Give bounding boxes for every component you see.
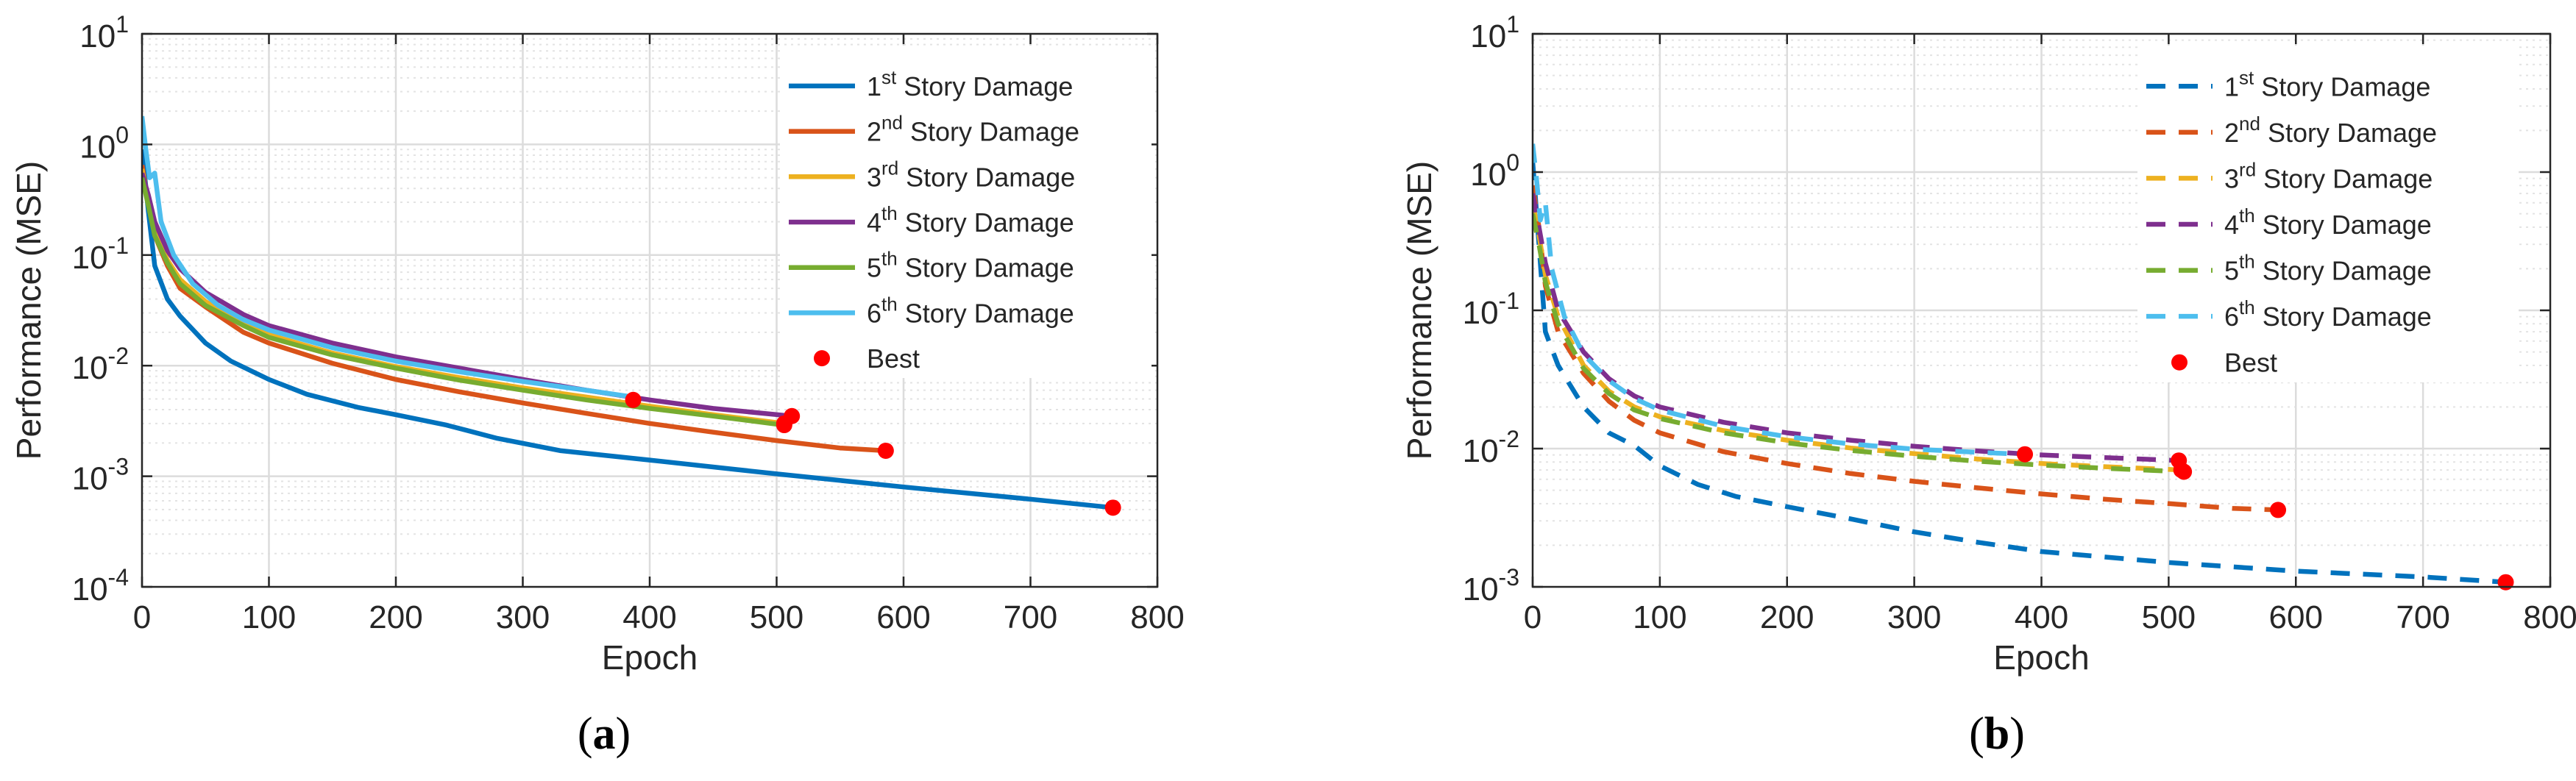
- x-tick-label: 100: [1633, 599, 1686, 635]
- legend-label-1: 1st Story Damage: [867, 66, 1073, 101]
- x-tick-label: 700: [1004, 599, 1057, 635]
- legend: 1st Story Damage 2nd Story Damage 3rd Stor…: [780, 46, 1152, 378]
- panel-caption: (b): [1969, 709, 2025, 759]
- series-line-6: [1533, 143, 2026, 457]
- series-line-1: [1533, 160, 2506, 585]
- x-tick-label: 600: [876, 599, 930, 635]
- legend-label-6: 6th Story Damage: [867, 293, 1074, 328]
- chart-panel-a: 0 100 200 300 400 500 600 700 800 10-4 10-3 10-2 10-…: [10, 11, 1185, 759]
- x-tick-label: 700: [2396, 599, 2449, 635]
- legend-label-1: 1st Story Damage: [2224, 66, 2430, 101]
- best-marker-2: [2270, 502, 2287, 518]
- legend-box: [780, 46, 1152, 378]
- best-marker-1: [1104, 499, 1121, 516]
- series-line-3: [1533, 202, 2182, 473]
- y-tick-label: 100: [1470, 149, 1519, 193]
- x-tick-label: 400: [622, 599, 676, 635]
- x-tick-label: 400: [2015, 599, 2068, 635]
- x-tick-label: 200: [369, 599, 422, 635]
- legend-label-4: 4th Story Damage: [867, 202, 1074, 238]
- series-line-1: [142, 149, 1113, 510]
- legend-label-3: 3rd Story Damage: [2224, 158, 2433, 193]
- y-axis-label: Performance (MSE): [1400, 161, 1438, 460]
- best-marker-2: [877, 442, 894, 459]
- y-tick-label: 10-3: [1463, 564, 1519, 607]
- legend: 1st Story Damage 2nd Story Damage 3rd Stor…: [2137, 46, 2519, 382]
- series-line-4: [1533, 193, 2179, 463]
- y-tick-label: 10-1: [1463, 288, 1519, 331]
- legend-label-6: 6th Story Damage: [2224, 296, 2432, 332]
- best-marker-5: [776, 417, 792, 434]
- chart-panel-b: 0 100 200 300 400 500 600 700 800 10-3 10-2 10-1 100…: [1400, 11, 2576, 759]
- x-tick-label: 300: [1887, 599, 1941, 635]
- best-marker-5: [2176, 463, 2193, 480]
- y-axis-label: Performance (MSE): [10, 161, 48, 460]
- y-tick-label: 100: [79, 121, 129, 165]
- legend-label-4: 4th Story Damage: [2224, 204, 2432, 240]
- y-tick-label: 10-4: [72, 564, 129, 607]
- x-tick-label: 800: [2523, 599, 2576, 635]
- x-tick-label: 600: [2269, 599, 2323, 635]
- x-axis-label: Epoch: [1993, 638, 2089, 677]
- legend-best-label: Best: [2224, 348, 2277, 378]
- legend-label-5: 5th Story Damage: [867, 248, 1074, 283]
- y-tick-label: 10-2: [72, 343, 129, 386]
- y-tick-label: 10-3: [72, 454, 129, 497]
- legend-label-2: 2nd Story Damage: [867, 112, 1079, 147]
- y-tick-label: 10-1: [72, 232, 129, 276]
- x-axis-label: Epoch: [602, 638, 698, 677]
- y-tick-label: 101: [1470, 11, 1519, 54]
- x-tick-label: 100: [242, 599, 296, 635]
- x-tick-label: 0: [133, 599, 151, 635]
- panel-caption: (a): [578, 709, 631, 759]
- series-line-6: [142, 115, 634, 400]
- legend-label-5: 5th Story Damage: [2224, 251, 2432, 286]
- x-tick-label: 500: [2142, 599, 2196, 635]
- best-marker-1: [2497, 574, 2514, 591]
- x-tick-label: 0: [1524, 599, 1541, 635]
- x-tick-label: 500: [750, 599, 803, 635]
- series-lines: [1533, 143, 2506, 585]
- x-tick-label: 300: [496, 599, 550, 635]
- legend-best-marker: [2171, 354, 2188, 371]
- x-tick-label: 800: [1130, 599, 1184, 635]
- best-marker-6: [625, 391, 642, 408]
- best-marker-6: [2017, 446, 2034, 463]
- legend-label-3: 3rd Story Damage: [867, 157, 1075, 192]
- legend-label-2: 2nd Story Damage: [2224, 113, 2437, 148]
- series-lines: [142, 115, 1113, 510]
- legend-box: [2137, 46, 2519, 382]
- series-line-5: [142, 176, 785, 428]
- legend-best-marker: [814, 350, 830, 367]
- x-tick-label: 200: [1760, 599, 1814, 635]
- y-tick-label: 101: [79, 11, 129, 54]
- legend-best-label: Best: [867, 343, 920, 374]
- y-tick-label: 10-2: [1463, 426, 1519, 469]
